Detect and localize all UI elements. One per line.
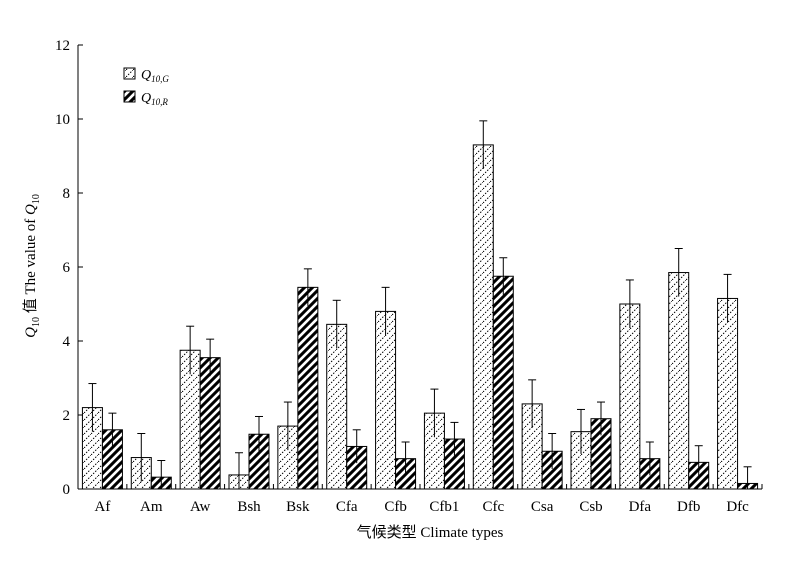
bar-q10r (297, 286, 319, 490)
bar-q10g (375, 310, 397, 490)
bar-q10g (717, 297, 739, 490)
legend: Q10,G Q10,R (123, 67, 169, 107)
legend-item-q10r: Q10,R (123, 90, 168, 107)
legend-item-q10g: Q10,G (123, 67, 169, 84)
legend-label-q10r-sub: 10,R (151, 97, 168, 107)
y-tick-label: 6 (63, 260, 71, 276)
x-tick-label: Dfc (726, 499, 749, 515)
y-tick-label: 10 (55, 112, 70, 128)
y-tick-label: 12 (55, 38, 70, 54)
bar-q10r (199, 357, 221, 490)
x-tick-label: Csa (531, 499, 554, 515)
x-tick-label: Af (95, 499, 111, 515)
bar-q10g (326, 323, 348, 490)
y-tick-label: 4 (63, 334, 71, 350)
bar-q10g (668, 272, 690, 490)
bar-q10g (619, 303, 641, 490)
legend-label-q10g: Q (141, 68, 151, 83)
y-axis-title: Q10 值 The value of Q10 (22, 194, 42, 338)
x-tick-label: Csb (579, 499, 602, 515)
svg-text:Q10,G: Q10,G (141, 68, 169, 84)
legend-label-q10r: Q (141, 91, 151, 106)
y-tick-label: 2 (63, 408, 71, 424)
bar-q10g (472, 144, 494, 490)
legend-swatch-q10g (123, 67, 136, 80)
x-axis-title: 气候类型 Climate types (357, 524, 504, 541)
x-tick-label: Cfc (482, 499, 504, 515)
x-tick-label: Bsk (286, 499, 310, 515)
x-tick-label: Cfa (336, 499, 358, 515)
bar-q10r (492, 275, 514, 490)
x-axis-ticks: Af Am Aw Bsh Bsk Cfa Cfb Cfb1 Cfc Csa Csb Dfa Dfb Dfc (77, 484, 763, 515)
svg-text:Q10,R: Q10,R (141, 91, 168, 107)
x-tick-label: Dfb (677, 499, 700, 515)
x-tick-label: Bsh (237, 499, 261, 515)
y-tick-label: 8 (63, 186, 71, 202)
plot-area (81, 120, 759, 490)
x-tick-label: Dfa (629, 499, 652, 515)
x-tick-label: Cfb (384, 499, 407, 515)
y-axis-ticks: 0 2 4 6 8 10 12 (55, 38, 83, 498)
x-tick-label: Aw (190, 499, 210, 515)
legend-label-q10g-sub: 10,G (151, 74, 169, 84)
y-tick-label: 0 (63, 482, 71, 498)
x-tick-label: Cfb1 (429, 499, 459, 515)
x-tick-label: Am (140, 499, 163, 515)
legend-swatch-q10r (123, 90, 136, 103)
